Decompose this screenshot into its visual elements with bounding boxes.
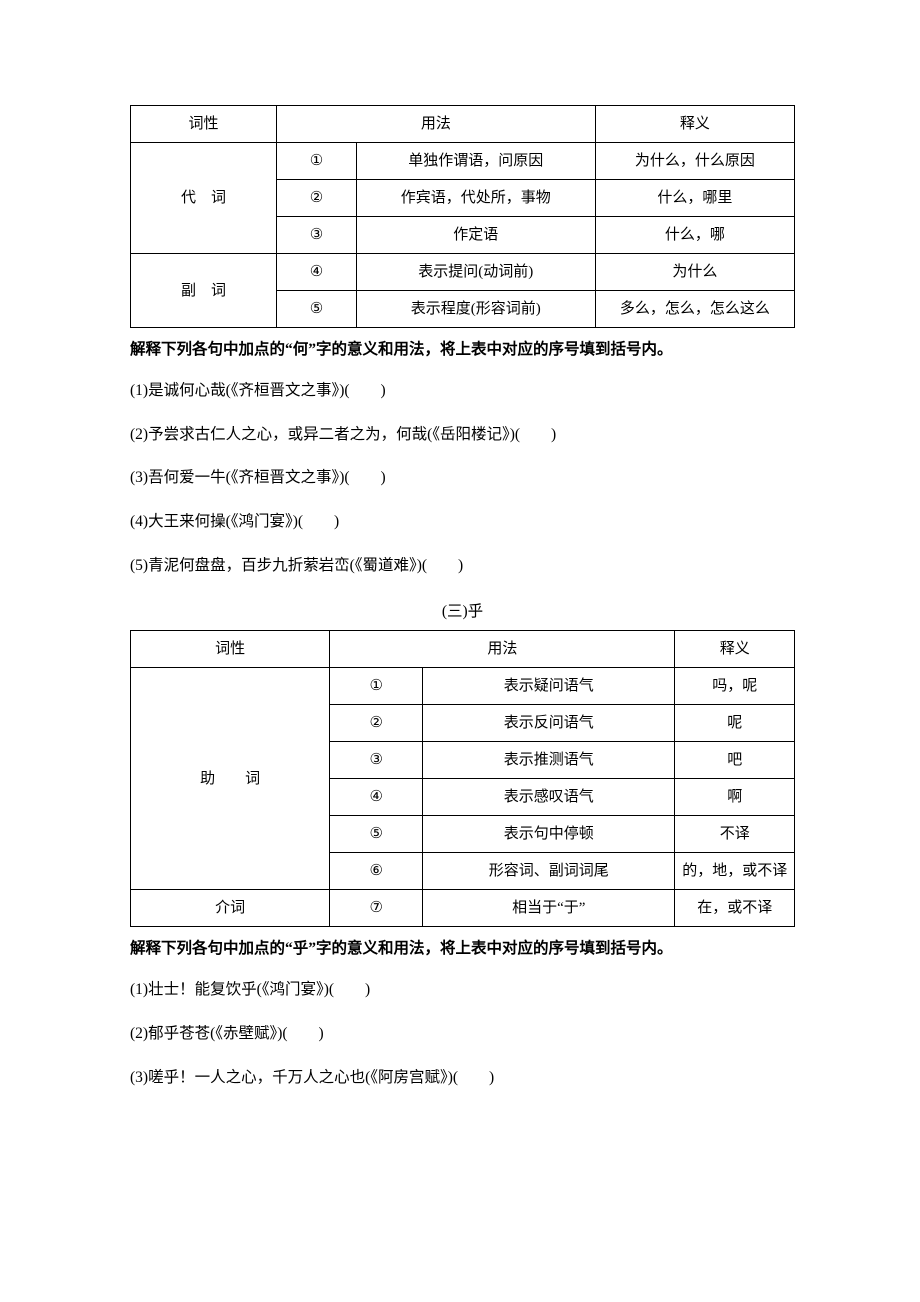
header-meaning: 释义 — [675, 631, 795, 668]
question-item: (2)予尝求古仁人之心，或异二者之为，何哉(《岳阳楼记》)( ) — [130, 419, 795, 451]
pos-label: 代 词 — [131, 143, 277, 254]
num-cell: ③ — [277, 217, 357, 254]
usage-cell: 作宾语，代处所，事物 — [356, 180, 595, 217]
table-row: 词性 用法 释义 — [131, 106, 795, 143]
meaning-cell: 不译 — [675, 816, 795, 853]
pos-label: 副 词 — [131, 254, 277, 328]
usage-cell: 表示推测语气 — [423, 742, 675, 779]
header-meaning: 释义 — [595, 106, 794, 143]
question-item: (4)大王来何操(《鸿门宴》)( ) — [130, 506, 795, 538]
usage-cell: 表示反问语气 — [423, 705, 675, 742]
usage-cell: 单独作谓语，问原因 — [356, 143, 595, 180]
header-usage: 用法 — [277, 106, 596, 143]
section-title-hu: (三)乎 — [130, 600, 795, 625]
header-pos: 词性 — [131, 631, 330, 668]
meaning-cell: 多么，怎么，怎么这么 — [595, 291, 794, 328]
meaning-cell: 什么，哪 — [595, 217, 794, 254]
usage-cell: 表示提问(动词前) — [356, 254, 595, 291]
table-row: 词性 用法 释义 — [131, 631, 795, 668]
table-row: 代 词 ① 单独作谓语，问原因 为什么，什么原因 — [131, 143, 795, 180]
pos-label: 助 词 — [131, 668, 330, 890]
question-item: (3)吾何爱一牛(《齐桓晋文之事》)( ) — [130, 462, 795, 494]
usage-cell: 形容词、副词词尾 — [423, 853, 675, 890]
num-cell: ③ — [330, 742, 423, 779]
question-item: (1)壮士！能复饮乎(《鸿门宴》)( ) — [130, 974, 795, 1006]
meaning-cell: 吗，呢 — [675, 668, 795, 705]
question-item: (5)青泥何盘盘，百步九折萦岩峦(《蜀道难》)( ) — [130, 550, 795, 582]
question-item: (1)是诚何心哉(《齐桓晋文之事》)( ) — [130, 375, 795, 407]
num-cell: ⑥ — [330, 853, 423, 890]
num-cell: ② — [277, 180, 357, 217]
num-cell: ⑤ — [330, 816, 423, 853]
num-cell: ① — [277, 143, 357, 180]
instruction-2: 解释下列各句中加点的“乎”字的意义和用法，将上表中对应的序号填到括号内。 — [130, 937, 795, 962]
header-usage: 用法 — [330, 631, 675, 668]
table-row: 助 词 ① 表示疑问语气 吗，呢 — [131, 668, 795, 705]
table-row: 副 词 ④ 表示提问(动词前) 为什么 — [131, 254, 795, 291]
num-cell: ④ — [330, 779, 423, 816]
table-hu: 词性 用法 释义 助 词 ① 表示疑问语气 吗，呢 ② 表示反问语气 呢 ③ 表… — [130, 630, 795, 927]
usage-cell: 作定语 — [356, 217, 595, 254]
instruction-1: 解释下列各句中加点的“何”字的意义和用法，将上表中对应的序号填到括号内。 — [130, 338, 795, 363]
num-cell: ④ — [277, 254, 357, 291]
meaning-cell: 什么，哪里 — [595, 180, 794, 217]
pos-label: 介词 — [131, 890, 330, 927]
meaning-cell: 啊 — [675, 779, 795, 816]
usage-cell: 表示感叹语气 — [423, 779, 675, 816]
usage-cell: 表示句中停顿 — [423, 816, 675, 853]
question-item: (2)郁乎苍苍(《赤壁赋》)( ) — [130, 1018, 795, 1050]
usage-cell: 相当于“于” — [423, 890, 675, 927]
table-row: 介词 ⑦ 相当于“于” 在，或不译 — [131, 890, 795, 927]
meaning-cell: 为什么，什么原因 — [595, 143, 794, 180]
table-he: 词性 用法 释义 代 词 ① 单独作谓语，问原因 为什么，什么原因 ② 作宾语，… — [130, 105, 795, 328]
question-item: (3)嗟乎！一人之心，千万人之心也(《阿房宫赋》)( ) — [130, 1062, 795, 1094]
usage-cell: 表示疑问语气 — [423, 668, 675, 705]
num-cell: ① — [330, 668, 423, 705]
meaning-cell: 的，地，或不译 — [675, 853, 795, 890]
num-cell: ② — [330, 705, 423, 742]
header-pos: 词性 — [131, 106, 277, 143]
meaning-cell: 为什么 — [595, 254, 794, 291]
num-cell: ⑦ — [330, 890, 423, 927]
meaning-cell: 呢 — [675, 705, 795, 742]
usage-cell: 表示程度(形容词前) — [356, 291, 595, 328]
meaning-cell: 在，或不译 — [675, 890, 795, 927]
meaning-cell: 吧 — [675, 742, 795, 779]
num-cell: ⑤ — [277, 291, 357, 328]
